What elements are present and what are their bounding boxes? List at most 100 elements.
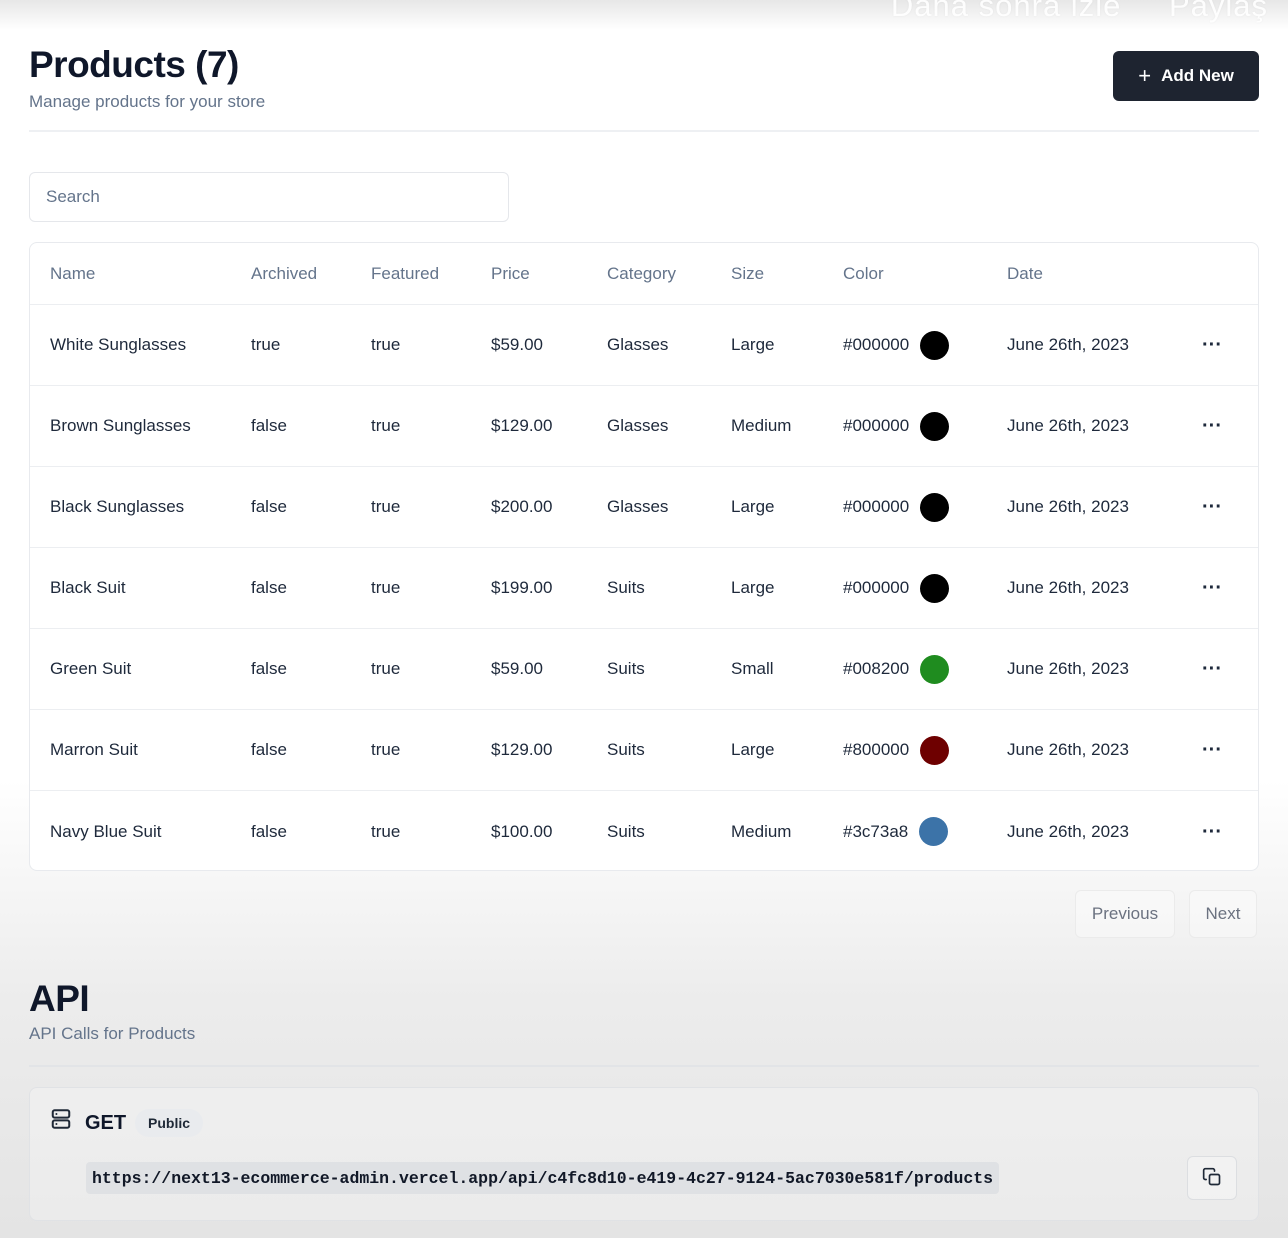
cell-featured: true	[371, 416, 401, 435]
cell-name: Navy Blue Suit	[50, 821, 162, 841]
cell-archived: false	[251, 821, 287, 841]
table-row: Navy Blue Suit false true $100.00 Suits Mediu…	[30, 791, 1258, 870]
color-swatch	[920, 492, 950, 522]
copy-button[interactable]	[1187, 1156, 1237, 1200]
more-horizontal-icon[interactable]: ···	[1202, 415, 1222, 437]
cell-color: #008200	[843, 654, 950, 684]
color-swatch	[920, 330, 950, 360]
cell-size: Large	[731, 578, 775, 597]
table-row: Brown Sunglasses false true $129.00 Glasses M…	[30, 386, 1258, 467]
cell-name: Marron Suit	[50, 740, 138, 759]
column-header-price[interactable]: Price	[491, 263, 530, 283]
cell-price: $129.00	[491, 740, 553, 759]
cell-size: Large	[731, 335, 775, 354]
column-header-featured[interactable]: Featured	[371, 263, 440, 283]
server-icon	[50, 1108, 72, 1135]
page-subtitle: Manage products for your store	[29, 92, 266, 111]
cell-category: Suits	[607, 821, 645, 841]
column-header-size[interactable]: Size	[731, 263, 765, 283]
http-method: GET	[85, 1112, 127, 1134]
color-swatch	[920, 654, 950, 684]
next-page-button[interactable]: Next	[1189, 890, 1257, 938]
products-table: Name Archived Featured Price Category Si…	[29, 242, 1259, 871]
color-swatch	[919, 817, 949, 846]
cell-price: $199.00	[491, 578, 553, 597]
cell-size: Small	[731, 659, 774, 678]
cell-category: Suits	[607, 659, 645, 678]
cell-archived: false	[251, 416, 287, 435]
cell-date: June 26th, 2023	[1007, 497, 1129, 516]
cell-date: June 26th, 2023	[1007, 659, 1129, 678]
cell-category: Glasses	[607, 416, 669, 435]
api-separator	[29, 1065, 1259, 1067]
cell-featured: true	[371, 497, 401, 516]
more-horizontal-icon[interactable]: ···	[1202, 496, 1222, 518]
cell-color: #000000	[843, 492, 950, 522]
cell-category: Suits	[607, 578, 645, 597]
cell-name: Black Suit	[50, 578, 126, 597]
cell-featured: true	[371, 659, 401, 678]
column-header-name[interactable]: Name	[50, 263, 96, 283]
cell-price: $59.00	[491, 335, 543, 354]
plus-icon: +	[1138, 63, 1152, 88]
cell-size: Medium	[731, 821, 792, 841]
cell-date: June 26th, 2023	[1007, 335, 1129, 354]
cell-name: Green Suit	[50, 659, 132, 678]
page-title: Products (7)	[29, 44, 239, 85]
column-header-category[interactable]: Category	[607, 263, 676, 283]
search-input[interactable]	[29, 172, 509, 222]
add-new-button[interactable]: + Add New	[1113, 51, 1259, 101]
cell-archived: false	[251, 659, 287, 678]
cell-size: Large	[731, 740, 775, 759]
cell-date: June 26th, 2023	[1007, 821, 1129, 841]
more-horizontal-icon[interactable]: ···	[1202, 658, 1222, 680]
more-horizontal-icon[interactable]: ···	[1202, 739, 1222, 761]
cell-size: Large	[731, 497, 775, 516]
header-separator	[29, 130, 1259, 132]
cell-date: June 26th, 2023	[1007, 578, 1129, 597]
more-horizontal-icon[interactable]: ···	[1202, 577, 1222, 599]
column-header-color[interactable]: Color	[843, 263, 884, 283]
cell-name: Black Sunglasses	[50, 497, 185, 516]
cell-featured: true	[371, 821, 401, 841]
cell-price: $59.00	[491, 659, 543, 678]
video-overlay: Daha sonra izle Paylaş	[853, 0, 1268, 24]
color-hex: #000000	[843, 578, 910, 597]
color-hex: #800000	[843, 740, 910, 759]
cell-color: #000000	[843, 573, 950, 603]
api-url: https://next13-ecommerce-admin.vercel.ap…	[86, 1162, 1000, 1194]
previous-page-button[interactable]: Previous	[1075, 890, 1175, 938]
cell-archived: false	[251, 497, 287, 516]
cell-archived: false	[251, 578, 287, 597]
cell-featured: true	[371, 335, 401, 354]
table-row: Marron Suit false true $129.00 Suits Large #80…	[30, 710, 1258, 791]
cell-name: Brown Sunglasses	[50, 416, 191, 435]
cell-date: June 26th, 2023	[1007, 740, 1129, 759]
add-new-label: Add New	[1161, 66, 1234, 85]
table-row: Black Suit false true $199.00 Suits Large #000…	[30, 548, 1258, 629]
table-header: Name Archived Featured Price Category Si…	[30, 243, 1258, 305]
cell-category: Glasses	[607, 335, 669, 354]
color-swatch	[920, 573, 950, 603]
table-body: White Sunglasses true true $59.00 Glasses Lar…	[30, 305, 1258, 870]
color-hex: #000000	[843, 335, 910, 354]
column-header-date[interactable]: Date	[1007, 263, 1043, 283]
watch-later-label[interactable]: Daha sonra izle	[890, 0, 1122, 23]
color-hex: #3c73a8	[843, 821, 909, 841]
table-row: Black Sunglasses false true $200.00 Glasses L…	[30, 467, 1258, 548]
cell-price: $100.00	[491, 821, 553, 841]
cell-color: #3c73a8	[843, 817, 949, 846]
column-header-archived[interactable]: Archived	[251, 263, 318, 283]
cell-featured: true	[371, 740, 401, 759]
more-horizontal-icon[interactable]: ···	[1202, 334, 1222, 356]
cell-featured: true	[371, 578, 401, 597]
color-swatch	[920, 735, 950, 765]
access-badge: Public	[135, 1109, 204, 1137]
share-label[interactable]: Paylaş	[1168, 0, 1268, 23]
cell-color: #000000	[843, 411, 950, 441]
cell-category: Glasses	[607, 497, 669, 516]
api-section-header: API API Calls for Products	[29, 978, 195, 1044]
cell-archived: true	[251, 335, 281, 354]
more-horizontal-icon[interactable]: ···	[1202, 820, 1222, 843]
cell-date: June 26th, 2023	[1007, 416, 1129, 435]
